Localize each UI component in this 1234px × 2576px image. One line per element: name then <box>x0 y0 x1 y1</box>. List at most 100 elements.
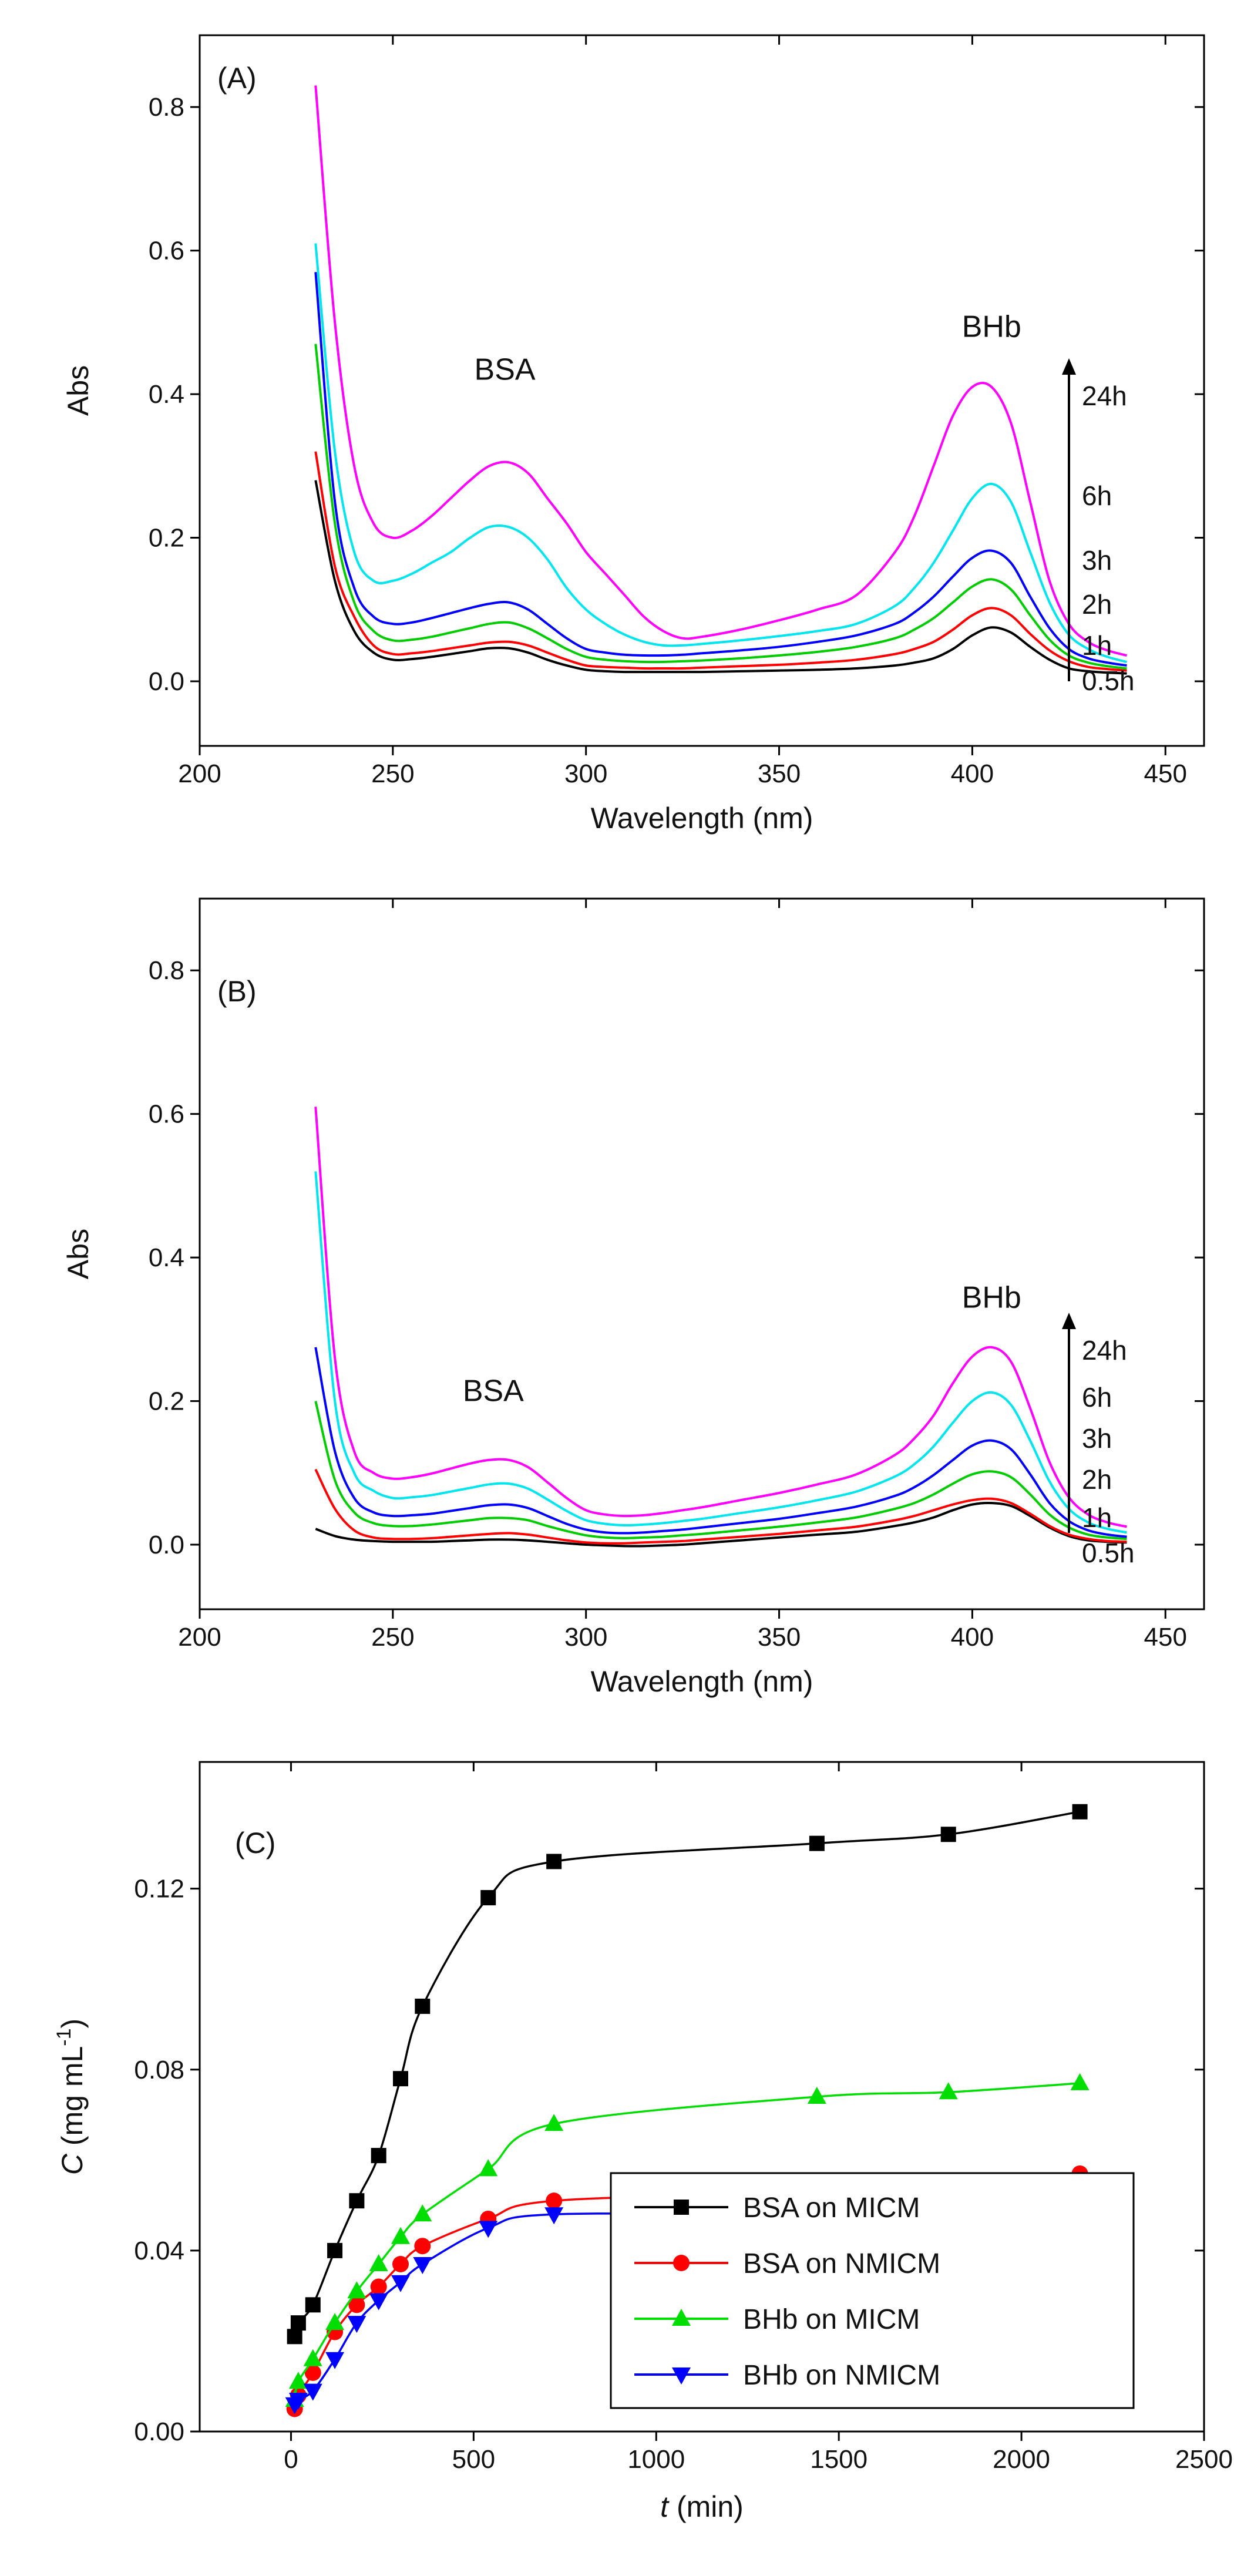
spectrum-line-3 <box>314 272 1127 667</box>
data-point-2 <box>325 2313 345 2330</box>
data-point-3 <box>391 2275 410 2292</box>
data-point-1 <box>304 2364 321 2381</box>
x-axis-title: t (min) <box>660 2490 744 2523</box>
time-label: 6h <box>1082 480 1112 511</box>
x-tick-label: 200 <box>178 759 221 788</box>
y-tick-label: 0.4 <box>149 380 184 409</box>
data-point-0 <box>349 2193 365 2209</box>
x-tick-label: 300 <box>564 759 607 788</box>
y-tick-label: 0.0 <box>149 667 184 696</box>
y-tick-label: 0.00 <box>134 2417 184 2446</box>
data-point-0 <box>327 2242 343 2258</box>
x-tick-label: 400 <box>951 759 994 788</box>
data-point-0 <box>371 2148 386 2164</box>
time-label: 2h <box>1082 589 1112 620</box>
data-point-1 <box>392 2256 409 2272</box>
x-tick-label: 1500 <box>810 2445 868 2474</box>
panel-c-chart: 0 500 1000 1500 2000 2500 0.00 0.04 0.08 0.12 (C) t… <box>53 1761 1233 2523</box>
x-tick-label: 200 <box>178 1623 221 1652</box>
spectrum-line-0 <box>314 480 1127 675</box>
panel-b-chart: 200 250 300 350 400 450 0.0 0.2 0.4 0.6 0.8 Wavelen… <box>62 897 1205 1698</box>
data-point-2 <box>413 2204 432 2222</box>
x-tick-label: 500 <box>452 2445 495 2474</box>
y-tick-label: 0.6 <box>149 237 184 265</box>
spectrum-line-2 <box>314 344 1127 670</box>
y-tick-label: 0.8 <box>149 93 184 122</box>
y-tick-label: 0.08 <box>134 2056 184 2084</box>
time-label: 0.5h <box>1082 1538 1135 1568</box>
bsa-peak-label: BSA <box>463 1374 524 1408</box>
spectrum-line-1 <box>314 1468 1127 1545</box>
spectrum-line-2 <box>314 1401 1127 1541</box>
x-tick-label: 350 <box>758 759 801 788</box>
y-tick-label: 0.04 <box>134 2237 184 2265</box>
x-tick-label: 350 <box>758 1623 801 1652</box>
data-point-1 <box>414 2238 431 2255</box>
y-tick-label: 0.0 <box>149 1531 184 1559</box>
bhb-peak-label: BHb <box>962 1281 1021 1315</box>
y-tick-label: 0.12 <box>134 1875 184 1904</box>
x-axis-title-unit: (min) <box>668 2490 744 2523</box>
time-arrow-head <box>1062 1313 1076 1329</box>
time-label: 3h <box>1082 545 1112 576</box>
data-point-2 <box>544 2114 564 2131</box>
y-axis-title-superscript: -1 <box>53 2028 75 2046</box>
legend-label: BSA on MICM <box>743 2192 920 2224</box>
y-axis-title-close: ) <box>56 2019 89 2029</box>
data-point-2 <box>807 2087 826 2104</box>
spectrum-line-4 <box>314 243 1127 663</box>
data-point-3 <box>288 2393 308 2410</box>
time-label: 1h <box>1082 1502 1112 1533</box>
data-point-3 <box>347 2316 366 2333</box>
plot-frame <box>199 897 1205 1610</box>
spectrum-line-0 <box>315 1502 1127 1548</box>
y-axis-title-unit: (mg mL <box>56 2046 89 2154</box>
y-axis-title-variable: C <box>56 2153 89 2175</box>
y-axis-title: Abs <box>62 365 95 416</box>
legend-label: BHb on NMICM <box>743 2360 940 2391</box>
time-arrow-head <box>1062 358 1076 375</box>
x-axis-title-variable: t <box>660 2490 670 2523</box>
data-point-0 <box>287 2329 302 2345</box>
data-point-2 <box>479 2159 498 2177</box>
x-tick-label: 400 <box>951 1623 994 1652</box>
x-tick-label: 2000 <box>993 2445 1050 2474</box>
data-point-3 <box>325 2352 345 2369</box>
legend-marker-3 <box>672 2368 691 2385</box>
data-point-1 <box>370 2278 387 2295</box>
data-point-0 <box>940 1827 956 1842</box>
data-point-0 <box>305 2297 321 2313</box>
spectrum-line-4 <box>314 1171 1127 1534</box>
data-point-0 <box>480 1890 496 1906</box>
y-axis-title: C (mg mL-1) <box>53 2019 89 2175</box>
data-point-0 <box>546 1854 562 1869</box>
x-tick-label: 450 <box>1144 759 1187 788</box>
data-point-3 <box>479 2221 498 2238</box>
y-axis-title: Abs <box>62 1229 95 1279</box>
fit-line-2 <box>293 2082 1080 2400</box>
spectrum-line-5 <box>314 1107 1127 1528</box>
legend-box <box>610 2172 1135 2409</box>
x-tick-label: 250 <box>371 1623 414 1652</box>
data-point-0 <box>290 2315 306 2331</box>
spectrum-line-5 <box>314 85 1127 657</box>
data-point-2 <box>288 2372 308 2389</box>
x-axis-title: Wavelength (nm) <box>591 802 813 835</box>
plot-frame <box>199 1761 1205 2433</box>
y-tick-label: 0.8 <box>149 956 184 985</box>
legend-label: BHb on MICM <box>743 2304 920 2335</box>
x-tick-label: 300 <box>564 1623 607 1652</box>
data-point-0 <box>415 1998 431 2014</box>
data-point-3 <box>413 2257 432 2274</box>
data-point-2 <box>347 2281 366 2299</box>
time-label: 24h <box>1082 1335 1127 1366</box>
time-label: 1h <box>1082 630 1112 661</box>
y-tick-label: 0.4 <box>149 1243 184 1272</box>
panel-a-chart: 200 250 300 350 400 450 0.0 0.2 0.4 0.6 0.8 Wavelen… <box>62 34 1205 835</box>
legend-marker-1 <box>673 2255 690 2271</box>
panel-label: (C) <box>235 1827 275 1859</box>
time-label: 3h <box>1082 1423 1112 1454</box>
x-tick-label: 1000 <box>627 2445 685 2474</box>
